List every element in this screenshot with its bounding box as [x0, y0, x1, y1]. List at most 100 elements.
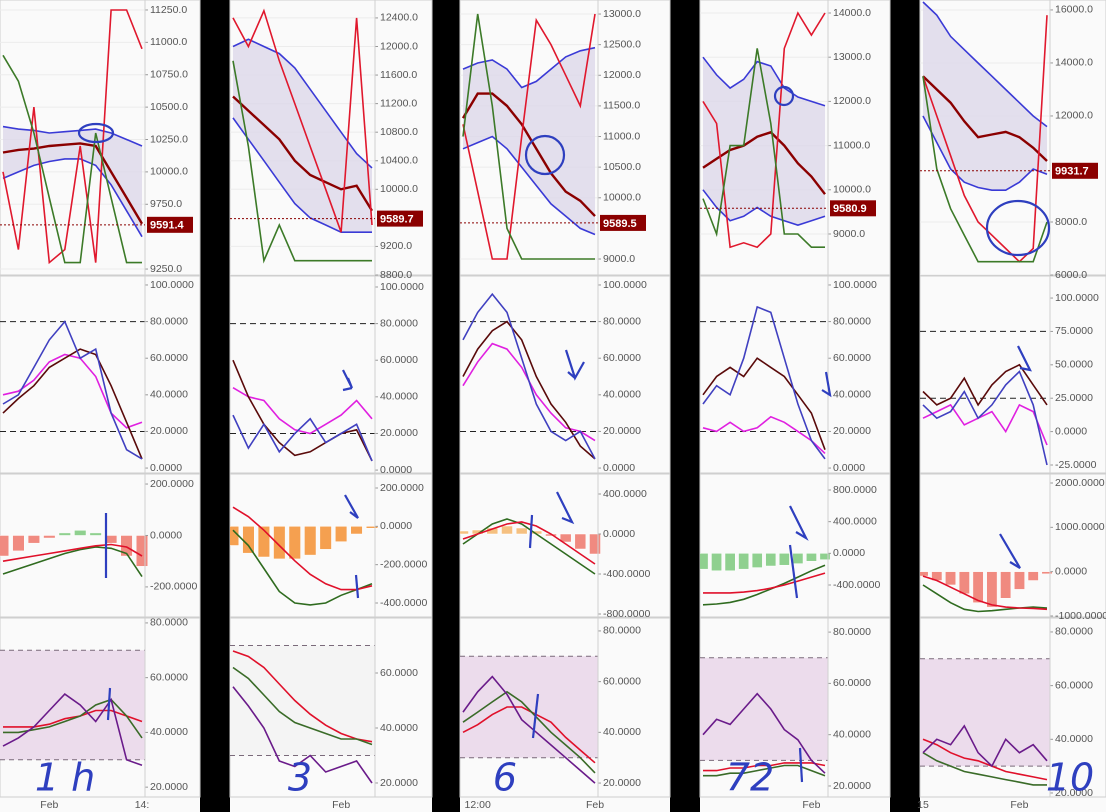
- price-tag-label: 9589.7: [380, 214, 414, 226]
- y-tick-label: 60.0000: [603, 675, 641, 687]
- series-line: [461, 92, 596, 217]
- y-tick-label: 20.0000: [833, 425, 871, 437]
- y-tick-label: 6000.0: [1055, 269, 1087, 281]
- y-tick-label: 80.0000: [833, 315, 871, 327]
- pane: [229, 275, 433, 474]
- series-line: [232, 387, 373, 435]
- y-tick-label: 13000.0: [833, 51, 871, 63]
- plot: 12400.0 12000.0 11600.0 11200.0 10800.0 10400…: [230, 0, 423, 281]
- series-line: [232, 529, 373, 606]
- y-tick-label: 60.0000: [833, 352, 871, 364]
- series-line: [2, 320, 143, 460]
- plot-area: [920, 571, 1053, 613]
- histogram-bar: [972, 571, 984, 603]
- bottom-strip: [230, 797, 432, 812]
- series-line: [2, 543, 143, 562]
- histogram-bar: [501, 525, 513, 535]
- series-line: [702, 305, 826, 460]
- y-tick-label: 0.0000: [380, 464, 412, 476]
- histogram-bar: [806, 553, 817, 562]
- y-tick-label: 50.0000: [1055, 359, 1093, 371]
- y-tick-label: 11500.0: [603, 100, 640, 112]
- y-tick-label: 12400.0: [380, 12, 418, 24]
- y-tick-label: 60.0000: [150, 671, 188, 683]
- y-tick-label: 80.0000: [833, 626, 871, 638]
- series-line: [462, 690, 596, 774]
- y-tick-label: 12500.0: [603, 38, 641, 50]
- y-tick-label: 12000.0: [1055, 110, 1093, 122]
- y-tick-label: 80.0000: [1055, 626, 1093, 638]
- bottom-strip: [700, 797, 890, 812]
- histogram-bar: [12, 535, 25, 552]
- histogram-bar: [724, 553, 736, 572]
- series-line: [462, 13, 596, 260]
- price-tag: [377, 210, 423, 227]
- y-tick-label: 80.0000: [380, 317, 418, 329]
- plot: 80.0000 60.0000 40.0000 20.0000 12:00 Feb 6: [460, 618, 641, 811]
- plot: 100.0000 80.0000 60.0000 40.0000 20.0000 0.00…: [0, 276, 194, 474]
- y-tick-label: 8800.0: [380, 269, 412, 281]
- price-tag: [1052, 162, 1098, 179]
- y-tick-label: 11600.0: [380, 69, 417, 81]
- plot: 13000.0 12500.0 12000.0 11500.0 11000.0 10500…: [460, 0, 646, 275]
- histogram-bar: [958, 571, 970, 595]
- plot-area: [700, 11, 828, 249]
- histogram-bar: [135, 535, 149, 567]
- plot: 80.0000 60.0000 40.0000 20.0000 Feb 72: [700, 618, 871, 811]
- y-tick-label: 0.0000: [150, 462, 182, 474]
- histogram-bar: [460, 530, 469, 535]
- plot: 100.0000 75.0000 50.0000 25.0000 0.0000 -25.0…: [920, 276, 1099, 473]
- series-line: [2, 125, 143, 147]
- histogram-bar: [574, 533, 587, 550]
- y-tick-label: 12000.0: [833, 95, 871, 107]
- histogram-bar: [242, 526, 255, 554]
- y-tick-label: 60.0000: [603, 352, 641, 364]
- histogram-bar: [778, 553, 790, 566]
- histogram-bar: [819, 553, 831, 560]
- histogram-bar: [89, 532, 102, 536]
- series-line: [462, 518, 596, 575]
- series-line: [232, 686, 373, 784]
- price-tag-label: 9580.9: [833, 203, 867, 215]
- plot: 400.0000 0.0000 -400.0000 -800.0000: [460, 474, 650, 620]
- plot-area: [460, 518, 601, 575]
- x-tick-label: Feb: [332, 799, 350, 811]
- y-tick-label: 100.0000: [150, 279, 194, 291]
- series-line: [922, 738, 1048, 781]
- series-line: [2, 348, 143, 460]
- series-line: [462, 13, 595, 260]
- histogram-bar: [920, 571, 929, 577]
- handwritten-note: 10: [1046, 756, 1094, 800]
- histogram-bar: [711, 553, 722, 572]
- pane: [459, 275, 671, 474]
- series-line: [922, 115, 1048, 191]
- y-tick-label: 0.0000: [603, 528, 635, 540]
- y-tick-label: 0.0000: [833, 462, 865, 474]
- series-line: [703, 762, 826, 772]
- series-line: [922, 76, 1048, 263]
- y-tick-label: 0.0000: [603, 462, 635, 474]
- stroke-mark: [354, 574, 360, 599]
- plot: 60.0000 40.0000 20.0000 Feb 3: [230, 618, 418, 811]
- pane: [919, 275, 1106, 474]
- pane: [0, 275, 201, 474]
- y-tick-label: 9200.0: [380, 240, 412, 252]
- pane: [699, 275, 891, 474]
- plot-area: [0, 9, 145, 270]
- y-tick-label: 80.0000: [603, 625, 641, 637]
- series-line: [232, 414, 373, 462]
- histogram-bar: [335, 526, 348, 542]
- y-tick-label: 0.0000: [150, 529, 182, 541]
- y-tick-label: 14000.0: [1055, 57, 1093, 69]
- arrow-mark: [789, 505, 809, 541]
- series-line: [3, 698, 143, 739]
- y-tick-label: 80.0000: [150, 315, 188, 327]
- x-tick-label: 15: [917, 799, 929, 811]
- plot-area: [920, 658, 1050, 786]
- y-tick-label: 10000.0: [150, 166, 188, 178]
- series-line: [702, 564, 826, 606]
- price-tag: [830, 200, 876, 217]
- band-area: [703, 57, 825, 226]
